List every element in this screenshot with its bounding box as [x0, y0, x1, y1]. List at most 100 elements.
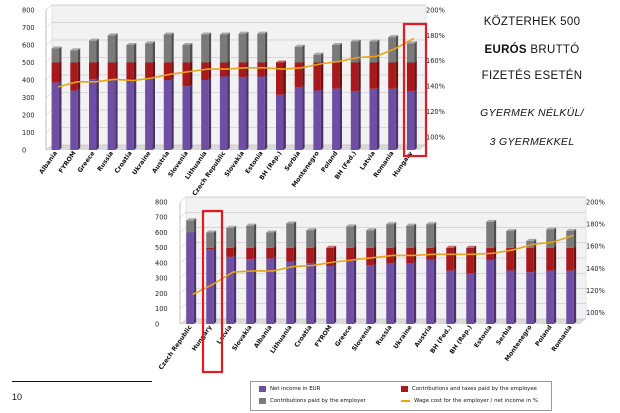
chart-2: 0 100 200 300 400 500 600 700 800 100% 120% 140% 160…: [155, 196, 605, 374]
bar-side-employee-4: [273, 245, 277, 259]
line-point-16: [512, 249, 514, 251]
bar-net-13: [446, 270, 454, 324]
x-tick-label: Ukraine: [131, 150, 152, 176]
bar-employer-9: [219, 34, 228, 63]
bar-side-net-18: [395, 86, 399, 150]
y2-tick-label: 100%: [586, 309, 605, 317]
side-line-4: GYERMEK NÉLKÜL/: [452, 107, 612, 119]
bar-net-15: [486, 259, 494, 324]
bar-net-6: [163, 80, 172, 150]
bar-employer-18: [546, 229, 554, 248]
bar-employee-7: [182, 62, 190, 87]
bar-side-net-13: [453, 268, 457, 324]
line-point-17: [375, 55, 377, 57]
bar-side-employee-17: [533, 245, 537, 273]
x-tick-label: Albania: [38, 150, 59, 175]
bar-employee-18: [546, 247, 554, 271]
bar-employee-1: [70, 62, 78, 91]
line-point-19: [413, 37, 415, 40]
bar-employee-4: [126, 62, 134, 81]
y-tick-label: 200: [155, 290, 168, 298]
y2-tick-label: 160%: [586, 243, 605, 251]
y2-tick-label: 200%: [586, 198, 605, 206]
bar-employer-1: [206, 232, 214, 248]
line-point-17: [532, 243, 534, 245]
bar-side-employee-11: [413, 245, 417, 263]
bar-side-employee-9: [373, 245, 377, 266]
bar-side-net-17: [377, 86, 380, 150]
bar-employer-2: [89, 40, 97, 63]
bar-net-5: [286, 261, 294, 324]
gridline-diag: [179, 196, 187, 203]
line-point-13: [452, 253, 454, 255]
bar-employer-8: [201, 34, 209, 63]
x-tick-label: Poland: [534, 324, 553, 348]
bar-side-net-14: [473, 271, 477, 324]
y2-tick-label: 180%: [426, 32, 445, 40]
bar-top-2: [89, 38, 99, 41]
bar-top-19: [566, 228, 577, 231]
bar-side-employer-6: [313, 228, 317, 248]
y-tick-label: 300: [22, 94, 35, 102]
bar-side-net-7: [333, 264, 337, 324]
bar-net-4: [266, 258, 274, 324]
bar-top-9: [366, 228, 377, 231]
bar-employee-8: [201, 62, 209, 80]
bar-employer-15: [332, 45, 340, 63]
x-tick-label: Serbia: [495, 324, 514, 346]
bar-side-employee-18: [395, 60, 399, 89]
bar-employer-4: [266, 232, 274, 248]
y-tick-label: 800: [155, 198, 168, 206]
bar-employer-16: [350, 41, 359, 63]
y-tick-label: 400: [22, 76, 35, 84]
x-tick-label: Slovakia: [231, 324, 254, 352]
line-wage-cost: [58, 37, 415, 88]
side-line-2-rest: BRUTTÓ: [526, 44, 580, 56]
bar-side-employee-14: [320, 60, 324, 91]
bar-employer-9: [366, 230, 374, 248]
line-point-12: [432, 253, 434, 255]
line-point-18: [552, 241, 554, 243]
bar-side-employer-17: [377, 39, 380, 63]
bar-top-5: [145, 41, 155, 44]
line-point-8: [352, 259, 354, 261]
bar-employer-19: [566, 230, 574, 248]
bar-net-17: [369, 88, 377, 150]
bar-side-employer-15: [339, 43, 342, 63]
y2-tick-label: 180%: [586, 220, 605, 228]
bar-top-18: [388, 35, 399, 38]
bar-side-employer-5: [152, 41, 155, 63]
x-tick-label: Albania: [253, 324, 274, 349]
bar-side-net-0: [193, 230, 197, 324]
bar-side-employer-4: [273, 230, 277, 248]
bar-side-employee-2: [96, 60, 99, 80]
bar-employee-6: [306, 247, 314, 263]
bar-top-13: [446, 245, 457, 248]
y-tick-label: 0: [155, 320, 159, 328]
bar-net-13: [294, 87, 303, 150]
legend-item-net: Net income in EUR: [259, 386, 320, 392]
side-line-4-text: GYERMEK NÉLKÜL/: [480, 107, 584, 119]
bar-side-employer-13: [302, 44, 305, 63]
bar-side-net-19: [573, 268, 577, 324]
bar-side-employee-14: [473, 245, 477, 274]
bar-top-15: [486, 219, 497, 222]
bar-side-employer-19: [573, 228, 577, 248]
bar-side-employee-16: [513, 245, 517, 271]
bar-employee-17: [369, 62, 377, 89]
bar-employee-0: [51, 62, 60, 83]
x-tick-label: Croatia: [293, 324, 313, 349]
bar-net-19: [566, 270, 574, 324]
y-tick-label: 100: [22, 129, 35, 137]
bar-top-11: [257, 31, 268, 34]
x-tick-label: Czech Republic: [191, 150, 227, 197]
bar-employee-16: [350, 62, 359, 92]
legend-swatch-line: [401, 400, 410, 402]
page-number: 10: [12, 392, 23, 402]
bar-employer-17: [369, 41, 377, 63]
bar-side-employer-4: [133, 43, 137, 63]
bar-top-3: [107, 33, 118, 36]
bar-side-employer-8: [353, 224, 357, 248]
bar-side-employee-16: [358, 60, 361, 92]
bar-top-7: [326, 245, 337, 248]
